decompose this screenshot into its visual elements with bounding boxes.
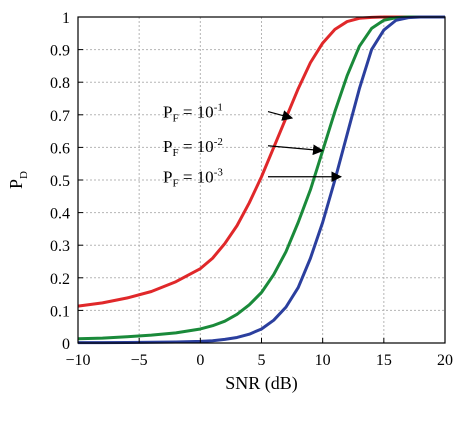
annotation-sub: F xyxy=(172,178,178,190)
annotations: PF = 10-1PF = 10-2PF = 10-3 xyxy=(163,102,343,190)
y-tick-label: 0.8 xyxy=(50,75,70,92)
annotation-base: P xyxy=(163,103,172,122)
x-tick-label: 20 xyxy=(437,352,453,369)
annotation-label-1: PF = 10-1 xyxy=(163,102,223,125)
annotation-label-2: PF = 10-2 xyxy=(163,136,223,159)
annotation-sub: F xyxy=(172,147,178,159)
annotation-sup: -3 xyxy=(214,167,224,179)
x-tick-label: −5 xyxy=(131,352,148,369)
y-tick-label: 1 xyxy=(62,10,70,27)
annotation-arrow-1 xyxy=(267,110,294,121)
annotation-sub: F xyxy=(172,113,178,125)
x-tick-label: 15 xyxy=(376,352,392,369)
x-axis-label: SNR (dB) xyxy=(225,373,298,394)
annotation-text: = 10 xyxy=(179,103,214,122)
y-tick-label: 0.6 xyxy=(50,140,70,157)
y-tick-label: 0.1 xyxy=(50,303,70,320)
y-tick-label: 0.2 xyxy=(50,271,70,288)
y-tick-label: 0.5 xyxy=(50,173,70,190)
series-line-2 xyxy=(77,15,445,341)
line-chart: −10 −5 0 5 10 15 20 0 0.1 0.2 0.3 0.4 0.5 0.6 0.7 0.8 0.… xyxy=(6,10,453,394)
grid xyxy=(78,17,445,343)
y-axis-label: PD xyxy=(6,171,30,189)
annotation-base: P xyxy=(163,168,172,187)
y-axis-label-base: P xyxy=(6,179,26,189)
y-tick-label: 0.9 xyxy=(50,43,70,60)
annotation-sup: -2 xyxy=(214,136,223,148)
annotation-text: = 10 xyxy=(179,168,214,187)
annotation-text: = 10 xyxy=(179,137,214,156)
annotation-arrow-2 xyxy=(267,144,324,156)
annotation-label-3: PF = 10-3 xyxy=(163,167,223,190)
chart-frame: −10 −5 0 5 10 15 20 0 0.1 0.2 0.3 0.4 0.5 0.6 0.7 0.8 0.… xyxy=(6,10,453,394)
x-tick-label: 5 xyxy=(258,352,266,369)
x-tick-label: 0 xyxy=(196,352,204,369)
annotation-base: P xyxy=(163,137,172,156)
y-tick-label: 0 xyxy=(62,336,70,353)
series-line-3 xyxy=(77,15,445,345)
ticks: −10 −5 0 5 10 15 20 0 0.1 0.2 0.3 0.4 0.5 0.6 0.7 0.8 0.… xyxy=(50,10,453,369)
annotation-sup: -1 xyxy=(214,102,223,114)
x-tick-label: 10 xyxy=(315,352,331,369)
y-tick-label: 0.4 xyxy=(50,206,70,223)
y-tick-label: 0.7 xyxy=(50,108,70,125)
y-tick-label: 0.3 xyxy=(50,238,70,255)
y-axis-label-sub: D xyxy=(18,171,30,179)
x-tick-label: −10 xyxy=(65,352,90,369)
